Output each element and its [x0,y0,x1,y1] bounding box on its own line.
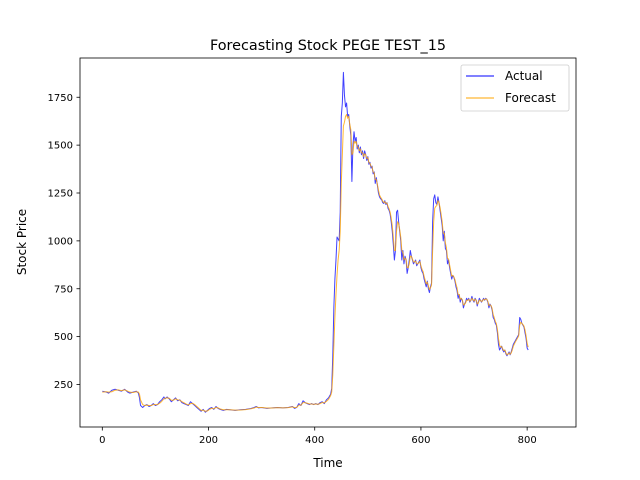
x-tick-label: 400 [305,435,324,446]
plot-frame [79,57,577,428]
x-axis: 0 200 400 600 800 [99,427,537,446]
series-layer [102,71,529,413]
y-tick-label: 250 [54,380,73,391]
series-line-forecast [102,113,529,412]
y-tick-label: 750 [54,284,73,295]
plot-area [79,57,577,428]
y-tick-label: 1250 [48,189,73,200]
y-axis-label: Stock Price [15,209,29,275]
x-axis-label: Time [312,456,342,470]
legend-label-actual: Actual [505,69,543,83]
legend: Actual Forecast [460,64,570,112]
x-tick-label: 600 [411,435,430,446]
legend-label-forecast: Forecast [505,91,556,105]
x-tick-label: 200 [199,435,218,446]
x-tick-label: 0 [99,435,105,446]
x-tick-label: 800 [518,435,537,446]
chart-title: Forecasting Stock PEGE TEST_15 [210,38,446,54]
y-tick-label: 1000 [48,236,73,247]
y-tick-label: 1500 [48,141,73,152]
y-tick-label: 500 [54,332,73,343]
y-tick-label: 1750 [48,93,73,104]
y-axis: 250 500 750 1000 1250 1500 1750 [48,93,80,391]
